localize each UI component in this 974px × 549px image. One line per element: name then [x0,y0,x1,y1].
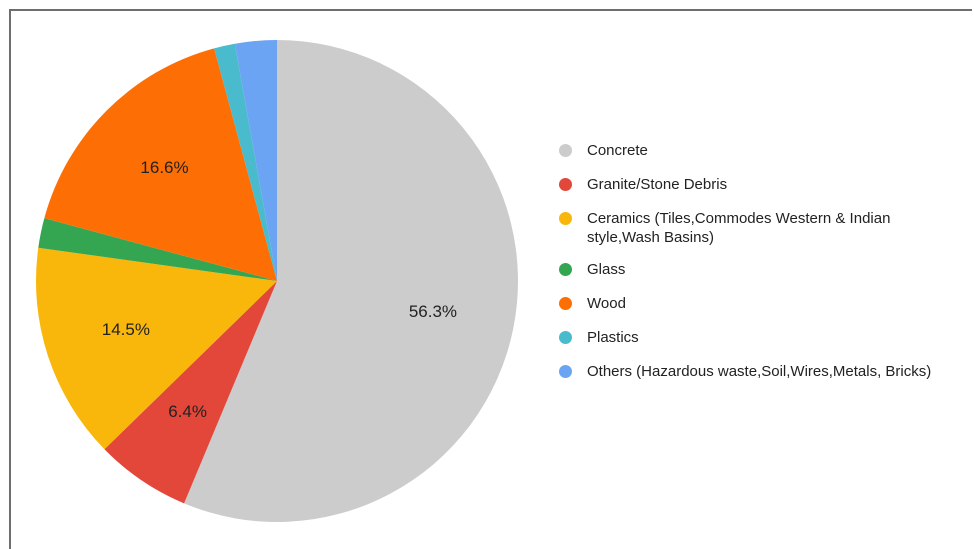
legend-item-concrete[interactable]: Concrete [559,141,959,160]
legend-label-plastics: Plastics [587,329,639,346]
pie-slice-label: 14.5% [102,320,150,339]
legend-swatch-concrete [559,144,572,157]
pie-slice-concrete[interactable] [184,40,518,522]
pie-slice-wood[interactable] [44,48,278,282]
legend-item-wood[interactable]: Wood [559,294,959,313]
pie-slice-granite[interactable] [104,281,277,504]
legend-item-glass[interactable]: Glass [559,260,959,279]
legend-item-plastics[interactable]: Plastics [559,328,959,347]
legend-swatch-ceramics [559,212,572,225]
legend-item-others[interactable]: Others (Hazardous waste,Soil,Wires,Metal… [559,362,959,381]
legend-label-wood: Wood [587,295,626,312]
legend-swatch-others [559,365,572,378]
legend-label-concrete: Concrete [587,142,648,159]
legend-label-ceramics: Ceramics (Tiles,Commodes Western & India… [587,210,891,246]
legend-item-ceramics[interactable]: Ceramics (Tiles,Commodes Western & India… [559,209,959,247]
legend-swatch-glass [559,263,572,276]
pie-slice-plastics[interactable] [214,43,277,281]
legend: Concrete Granite/Stone Debris Ceramics (… [559,141,959,396]
pie-slice-glass[interactable] [38,218,277,281]
legend-swatch-wood [559,297,572,310]
pie-slice-ceramics[interactable] [36,247,277,450]
legend-label-glass: Glass [587,261,626,278]
legend-label-granite: Granite/Stone Debris [587,176,728,193]
pie-slice-label: 16.6% [140,158,188,177]
legend-label-others: Others (Hazardous waste,Soil,Wires,Metal… [587,363,932,380]
legend-swatch-granite [559,178,572,191]
pie-slice-label: 56.3% [409,302,457,321]
pie-slice-others[interactable] [234,40,277,281]
legend-item-granite[interactable]: Granite/Stone Debris [559,175,959,194]
pie-slice-label: 6.4% [168,402,207,421]
legend-swatch-plastics [559,331,572,344]
